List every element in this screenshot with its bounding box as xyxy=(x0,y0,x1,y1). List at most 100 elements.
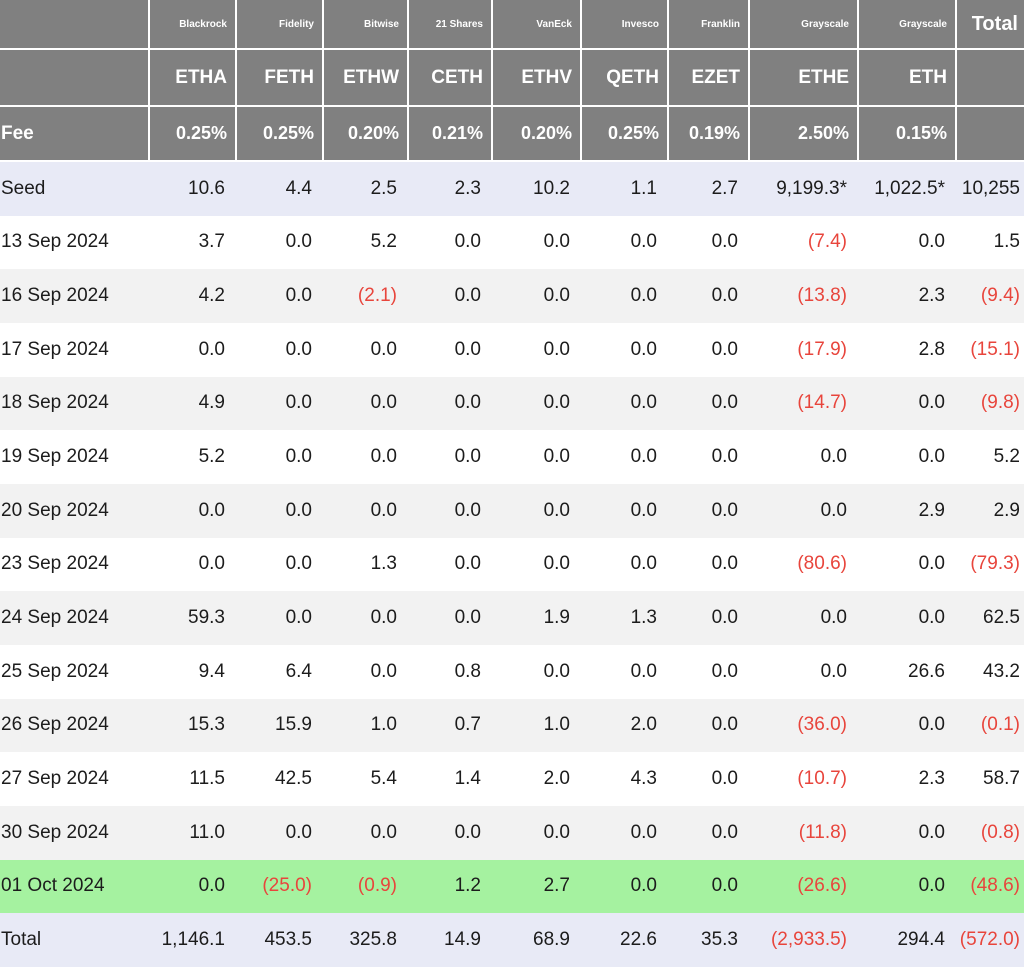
flow-value-ethe: (13.8) xyxy=(748,269,857,323)
table-row-30-sep-2024: 30 Sep 2024 11.0 0.0 0.0 0.0 0.0 0.0 0.0 (11.8) 0… xyxy=(0,805,1024,860)
flow-value-qeth: 0.0 xyxy=(580,805,667,860)
flow-value-eth: 0.0 xyxy=(857,859,955,914)
flow-value-ethe: 0.0 xyxy=(748,644,857,699)
flow-value-ceth: 0.0 xyxy=(407,537,491,592)
flow-value-eth: 0.0 xyxy=(857,430,955,484)
row-total-value: 62.5 xyxy=(955,591,1024,645)
flow-value-ethe: 0.0 xyxy=(748,591,857,645)
flow-value-eth: 0.0 xyxy=(857,805,955,860)
flow-value-ezet: 0.0 xyxy=(667,322,748,377)
flow-value-ethe: (11.8) xyxy=(748,805,857,860)
fee-feth: 0.25% xyxy=(235,107,322,162)
flow-value-ethv: 1.9 xyxy=(491,591,580,645)
row-total-value: 1.5 xyxy=(955,215,1024,270)
row-total-value: (572.0) xyxy=(955,913,1024,967)
ticker-row-label-cell xyxy=(0,50,148,107)
flow-value-feth: 15.9 xyxy=(235,698,322,753)
flow-value-ceth: 0.0 xyxy=(407,805,491,860)
row-total-value: (0.8) xyxy=(955,805,1024,860)
flow-value-ethe: (17.9) xyxy=(748,322,857,377)
row-total-value: 58.7 xyxy=(955,752,1024,806)
flow-value-ceth: 2.3 xyxy=(407,162,491,216)
company-header-ethw: Bitwise xyxy=(322,0,407,50)
flow-value-ceth: 0.7 xyxy=(407,698,491,753)
flow-value-eth: 0.0 xyxy=(857,376,955,431)
ticker-header-row: ETHA FETH ETHW CETH ETHV QETH EZET ETHE ETH xyxy=(0,50,1024,107)
flow-value-ethv: 0.0 xyxy=(491,322,580,377)
fee-qeth: 0.25% xyxy=(580,107,667,162)
flow-value-qeth: 1.3 xyxy=(580,591,667,645)
flow-value-qeth: 0.0 xyxy=(580,269,667,323)
flow-value-ezet: 0.0 xyxy=(667,591,748,645)
row-label: 16 Sep 2024 xyxy=(0,269,148,323)
fee-ethe: 2.50% xyxy=(748,107,857,162)
company-header-ethe: Grayscale xyxy=(748,0,857,50)
flow-value-etha: 15.3 xyxy=(148,698,235,753)
flow-value-etha: 0.0 xyxy=(148,483,235,538)
flow-value-ezet: 2.7 xyxy=(667,162,748,216)
row-total-value: 10,255 xyxy=(955,162,1024,216)
table-row-total: Total 1,146.1 453.5 325.8 14.9 68.9 22.6 35.3 (2… xyxy=(0,913,1024,967)
flow-value-feth: 0.0 xyxy=(235,591,322,645)
table-row-17-sep-2024: 17 Sep 2024 0.0 0.0 0.0 0.0 0.0 0.0 0.0 (17.9) 2.… xyxy=(0,322,1024,377)
flow-value-ethv: 0.0 xyxy=(491,269,580,323)
flow-value-ethw: 5.4 xyxy=(322,752,407,806)
flow-value-etha: 0.0 xyxy=(148,322,235,377)
flow-value-ceth: 0.0 xyxy=(407,591,491,645)
flow-value-eth: 2.3 xyxy=(857,752,955,806)
company-header-ceth: 21 Shares xyxy=(407,0,491,50)
flow-value-ezet: 0.0 xyxy=(667,376,748,431)
flow-value-etha: 3.7 xyxy=(148,215,235,270)
flow-value-ceth: 0.0 xyxy=(407,376,491,431)
flow-value-eth: 2.9 xyxy=(857,483,955,538)
row-label: 17 Sep 2024 xyxy=(0,322,148,377)
row-total-value: (9.8) xyxy=(955,376,1024,431)
flow-value-feth: 0.0 xyxy=(235,483,322,538)
flow-value-ezet: 0.0 xyxy=(667,698,748,753)
row-total-value: (9.4) xyxy=(955,269,1024,323)
ticker-header-ethw: ETHW xyxy=(322,50,407,107)
flow-value-eth: 2.3 xyxy=(857,269,955,323)
table-row-19-sep-2024: 19 Sep 2024 5.2 0.0 0.0 0.0 0.0 0.0 0.0 0.0 0.0 5.… xyxy=(0,430,1024,484)
ticker-header-qeth: QETH xyxy=(580,50,667,107)
flow-value-feth: 0.0 xyxy=(235,430,322,484)
fee-total-empty-cell xyxy=(955,107,1024,162)
flow-value-etha: 1,146.1 xyxy=(148,913,235,967)
flow-value-ceth: 0.0 xyxy=(407,430,491,484)
flow-value-qeth: 0.0 xyxy=(580,322,667,377)
fee-header-row: Fee 0.25% 0.25% 0.20% 0.21% 0.20% 0.25% 0.19% 2.… xyxy=(0,107,1024,162)
ticker-header-etha: ETHA xyxy=(148,50,235,107)
flow-value-ethv: 0.0 xyxy=(491,215,580,270)
flow-value-ethw: (2.1) xyxy=(322,269,407,323)
flow-value-feth: 42.5 xyxy=(235,752,322,806)
table-row-24-sep-2024: 24 Sep 2024 59.3 0.0 0.0 0.0 1.9 1.3 0.0 0.0 0.0 6… xyxy=(0,591,1024,645)
row-total-value: (79.3) xyxy=(955,537,1024,592)
row-label: 20 Sep 2024 xyxy=(0,483,148,538)
company-header-ezet: Franklin xyxy=(667,0,748,50)
flow-value-eth: 294.4 xyxy=(857,913,955,967)
flow-value-ethv: 2.7 xyxy=(491,859,580,914)
flow-value-ethe: (36.0) xyxy=(748,698,857,753)
row-label: 30 Sep 2024 xyxy=(0,805,148,860)
fee-eth: 0.15% xyxy=(857,107,955,162)
flow-value-eth: 0.0 xyxy=(857,537,955,592)
ticker-header-ethe: ETHE xyxy=(748,50,857,107)
flow-value-ezet: 0.0 xyxy=(667,752,748,806)
table-row-25-sep-2024: 25 Sep 2024 9.4 6.4 0.0 0.8 0.0 0.0 0.0 0.0 26.6 4… xyxy=(0,644,1024,699)
row-label: 24 Sep 2024 xyxy=(0,591,148,645)
flow-value-qeth: 0.0 xyxy=(580,376,667,431)
flow-value-qeth: 0.0 xyxy=(580,644,667,699)
flow-value-ethv: 1.0 xyxy=(491,698,580,753)
flow-value-etha: 5.2 xyxy=(148,430,235,484)
flow-value-ethw: 5.2 xyxy=(322,215,407,270)
row-label: Total xyxy=(0,913,148,967)
flow-value-etha: 11.0 xyxy=(148,805,235,860)
flow-value-ethv: 0.0 xyxy=(491,376,580,431)
table-row-27-sep-2024: 27 Sep 2024 11.5 42.5 5.4 1.4 2.0 4.3 0.0 (10.7)… xyxy=(0,752,1024,806)
flow-value-qeth: 22.6 xyxy=(580,913,667,967)
ticker-total-empty-cell xyxy=(955,50,1024,107)
table-row-23-sep-2024: 23 Sep 2024 0.0 0.0 1.3 0.0 0.0 0.0 0.0 (80.6) 0.… xyxy=(0,537,1024,592)
ticker-header-ezet: EZET xyxy=(667,50,748,107)
flow-value-ceth: 1.2 xyxy=(407,859,491,914)
flow-value-ethv: 0.0 xyxy=(491,644,580,699)
